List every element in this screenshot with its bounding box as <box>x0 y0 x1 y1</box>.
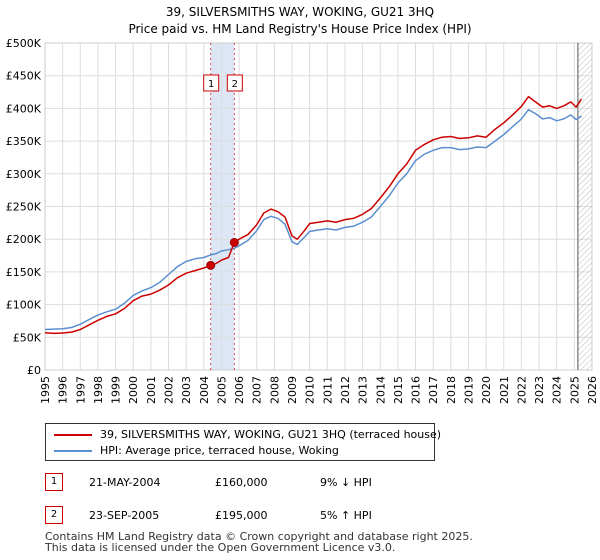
y-tick-label-10: £500K <box>6 37 42 50</box>
footer-licence: This data is licensed under the Open Gov… <box>45 541 396 554</box>
sale-hpi-2: 5% ↑ HPI <box>320 509 372 522</box>
x-tick-label-17: 2012 <box>339 376 352 404</box>
sale-point-1 <box>206 260 216 270</box>
x-tick-label-24: 2019 <box>462 376 475 404</box>
x-tick-label-25: 2020 <box>480 376 493 404</box>
y-tick-label-5: £250K <box>6 201 42 214</box>
x-tick-label-1: 1996 <box>57 376 70 404</box>
x-tick-label-29: 2024 <box>551 376 564 404</box>
x-tick-label-27: 2022 <box>515 376 528 404</box>
series-line-hpi <box>44 108 582 331</box>
legend-label-hpi: HPI: Average price, terraced house, Woki… <box>100 444 339 457</box>
x-tick-label-18: 2013 <box>357 376 370 404</box>
sale-label-text-1: 1 <box>208 79 214 90</box>
x-tick-label-28: 2023 <box>533 376 546 404</box>
sale-badge-2: 2 <box>45 506 63 524</box>
x-tick-label-19: 2014 <box>374 376 387 404</box>
x-tick-label-26: 2021 <box>498 376 511 404</box>
x-tick-label-10: 2005 <box>215 376 228 404</box>
sale-label-text-2: 2 <box>232 79 238 90</box>
sale-price-1: £160,000 <box>215 476 268 489</box>
x-tick-label-16: 2011 <box>321 376 334 404</box>
y-tick-label-2: £100K <box>6 299 42 312</box>
sale-date-1: 21-MAY-2004 <box>89 476 161 489</box>
y-tick-label-1: £50K <box>13 331 42 344</box>
y-tick-label-6: £300K <box>6 168 42 181</box>
x-tick-label-11: 2006 <box>233 376 246 404</box>
y-tick-label-7: £350K <box>6 135 42 148</box>
y-axis-ticks: £0 £50K £100K £150K £200K £250K £300K £350K £400… <box>6 37 42 377</box>
footer: Contains HM Land Registry data © Crown c… <box>45 531 473 553</box>
chart-title: 39, SILVERSMITHS WAY, WOKING, GU21 3HQ <box>166 5 434 19</box>
sale-price-2: £195,000 <box>215 509 268 522</box>
sale-label-box-1 <box>203 74 220 92</box>
x-tick-label-14: 2009 <box>286 376 299 404</box>
y-tick-label-9: £450K <box>6 70 42 83</box>
y-tick-label-4: £200K <box>6 233 42 246</box>
footer-copyright: Contains HM Land Registry data © Crown c… <box>45 530 473 543</box>
sale-label-box-2 <box>226 74 243 92</box>
sale-points <box>206 237 239 270</box>
y-tick-label-0: £0 <box>27 364 41 377</box>
x-tick-label-4: 1999 <box>110 376 123 404</box>
x-tick-label-20: 2015 <box>392 376 405 404</box>
x-axis-ticks: 1995 1996 1997 1998 1999 2000 2001 2002 2003 2004… <box>39 376 599 404</box>
legend: 39, SILVERSMITHS WAY, WOKING, GU21 3HQ (… <box>45 423 441 461</box>
x-tick-label-21: 2016 <box>410 376 423 404</box>
x-tick-label-9: 2004 <box>198 376 211 404</box>
x-tick-label-5: 2000 <box>127 376 140 404</box>
x-tick-label-8: 2003 <box>180 376 193 404</box>
legend-swatch-hpi <box>54 450 92 452</box>
y-tick-label-3: £150K <box>6 266 42 279</box>
x-tick-label-15: 2010 <box>304 376 317 404</box>
legend-label-property: 39, SILVERSMITHS WAY, WOKING, GU21 3HQ (… <box>100 428 442 441</box>
y-tick-label-8: £400K <box>6 102 42 115</box>
price-chart: 39, SILVERSMITHS WAY, WOKING, GU21 3HQ P… <box>6 5 599 404</box>
series-lines <box>44 95 583 335</box>
x-tick-label-22: 2017 <box>427 376 440 404</box>
forecast-rect <box>577 43 592 370</box>
x-tick-label-23: 2018 <box>445 376 458 404</box>
x-tick-label-2: 1997 <box>74 376 87 404</box>
x-tick-label-3: 1998 <box>92 376 105 404</box>
x-tick-label-7: 2002 <box>163 376 176 404</box>
forecast-hatch <box>577 43 592 370</box>
legend-swatch-property <box>54 434 92 436</box>
sale-badge-1: 1 <box>45 473 63 491</box>
sale-hpi-1: 9% ↓ HPI <box>320 476 372 489</box>
sale-point-2 <box>229 237 239 247</box>
grid <box>44 42 593 371</box>
x-tick-label-31: 2026 <box>586 376 599 404</box>
x-tick-label-0: 1995 <box>39 376 52 404</box>
x-tick-label-6: 2001 <box>145 376 158 404</box>
x-tick-label-30: 2025 <box>568 376 581 404</box>
chart-subtitle: Price paid vs. HM Land Registry's House … <box>128 22 471 36</box>
series-line-property <box>44 95 583 335</box>
x-tick-label-13: 2008 <box>268 376 281 404</box>
x-tick-label-12: 2007 <box>251 376 264 404</box>
sale-date-2: 23-SEP-2005 <box>89 509 160 522</box>
